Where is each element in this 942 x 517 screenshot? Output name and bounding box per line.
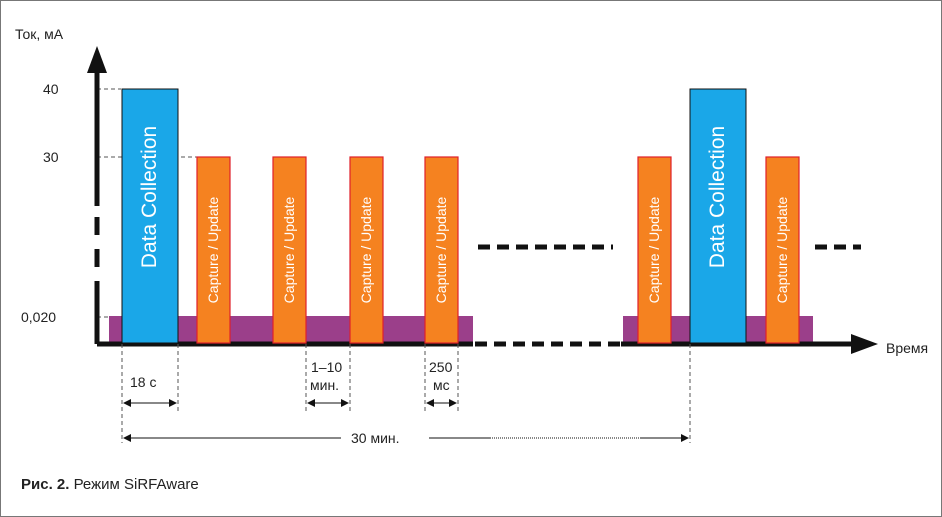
y-axis-label: Ток, мА [15, 26, 64, 42]
y-tick-0020: 0,020 [21, 309, 56, 325]
capture-update-label: Capture / Update [774, 196, 790, 303]
y-tick-40: 40 [43, 81, 59, 97]
interval-label-line2: мин. [310, 377, 339, 393]
capture-update-label: Capture / Update [433, 196, 449, 303]
interval-label-line1: 1–10 [311, 359, 342, 375]
capture-update-label: Capture / Update [205, 196, 221, 303]
period-label: 30 мин. [351, 430, 400, 446]
capture-update-label: Capture / Update [281, 196, 297, 303]
duration-markers [121, 344, 691, 443]
capture-update-block: Capture / Update [765, 156, 800, 344]
capture-update-block: Capture / Update [637, 156, 672, 344]
caption-text: Режим SiRFAware [69, 476, 199, 493]
data-collection-label: Data Collection [706, 126, 729, 268]
capture-update-label: Capture / Update [358, 196, 374, 303]
capture-update-block: Capture / Update [196, 156, 231, 344]
y-axis-arrow [87, 46, 107, 73]
figure-caption: Рис. 2. Режим SiRFAware [21, 476, 199, 493]
capture-update-block: Capture / Update [272, 156, 307, 344]
caption-number: Рис. 2. [21, 476, 70, 493]
capture-update-block: Capture / Update [424, 156, 459, 344]
capture-update-label: Capture / Update [646, 196, 662, 303]
data-collection-block: Data Collection [121, 88, 179, 344]
y-tick-30: 30 [43, 149, 59, 165]
capture-label-line2: мс [433, 377, 450, 393]
data-collection-block: Data Collection [689, 88, 747, 344]
x-axis-arrow [851, 334, 878, 354]
capture-update-block: Capture / Update [349, 156, 384, 344]
current-timing-diagram: Data Collection Data Collection Capture … [15, 26, 928, 446]
x-axis-label: Время [886, 340, 928, 356]
capture-label-line1: 250 [429, 359, 453, 375]
data-collection-label: Data Collection [138, 126, 161, 268]
dc-duration-label: 18 с [130, 374, 156, 390]
